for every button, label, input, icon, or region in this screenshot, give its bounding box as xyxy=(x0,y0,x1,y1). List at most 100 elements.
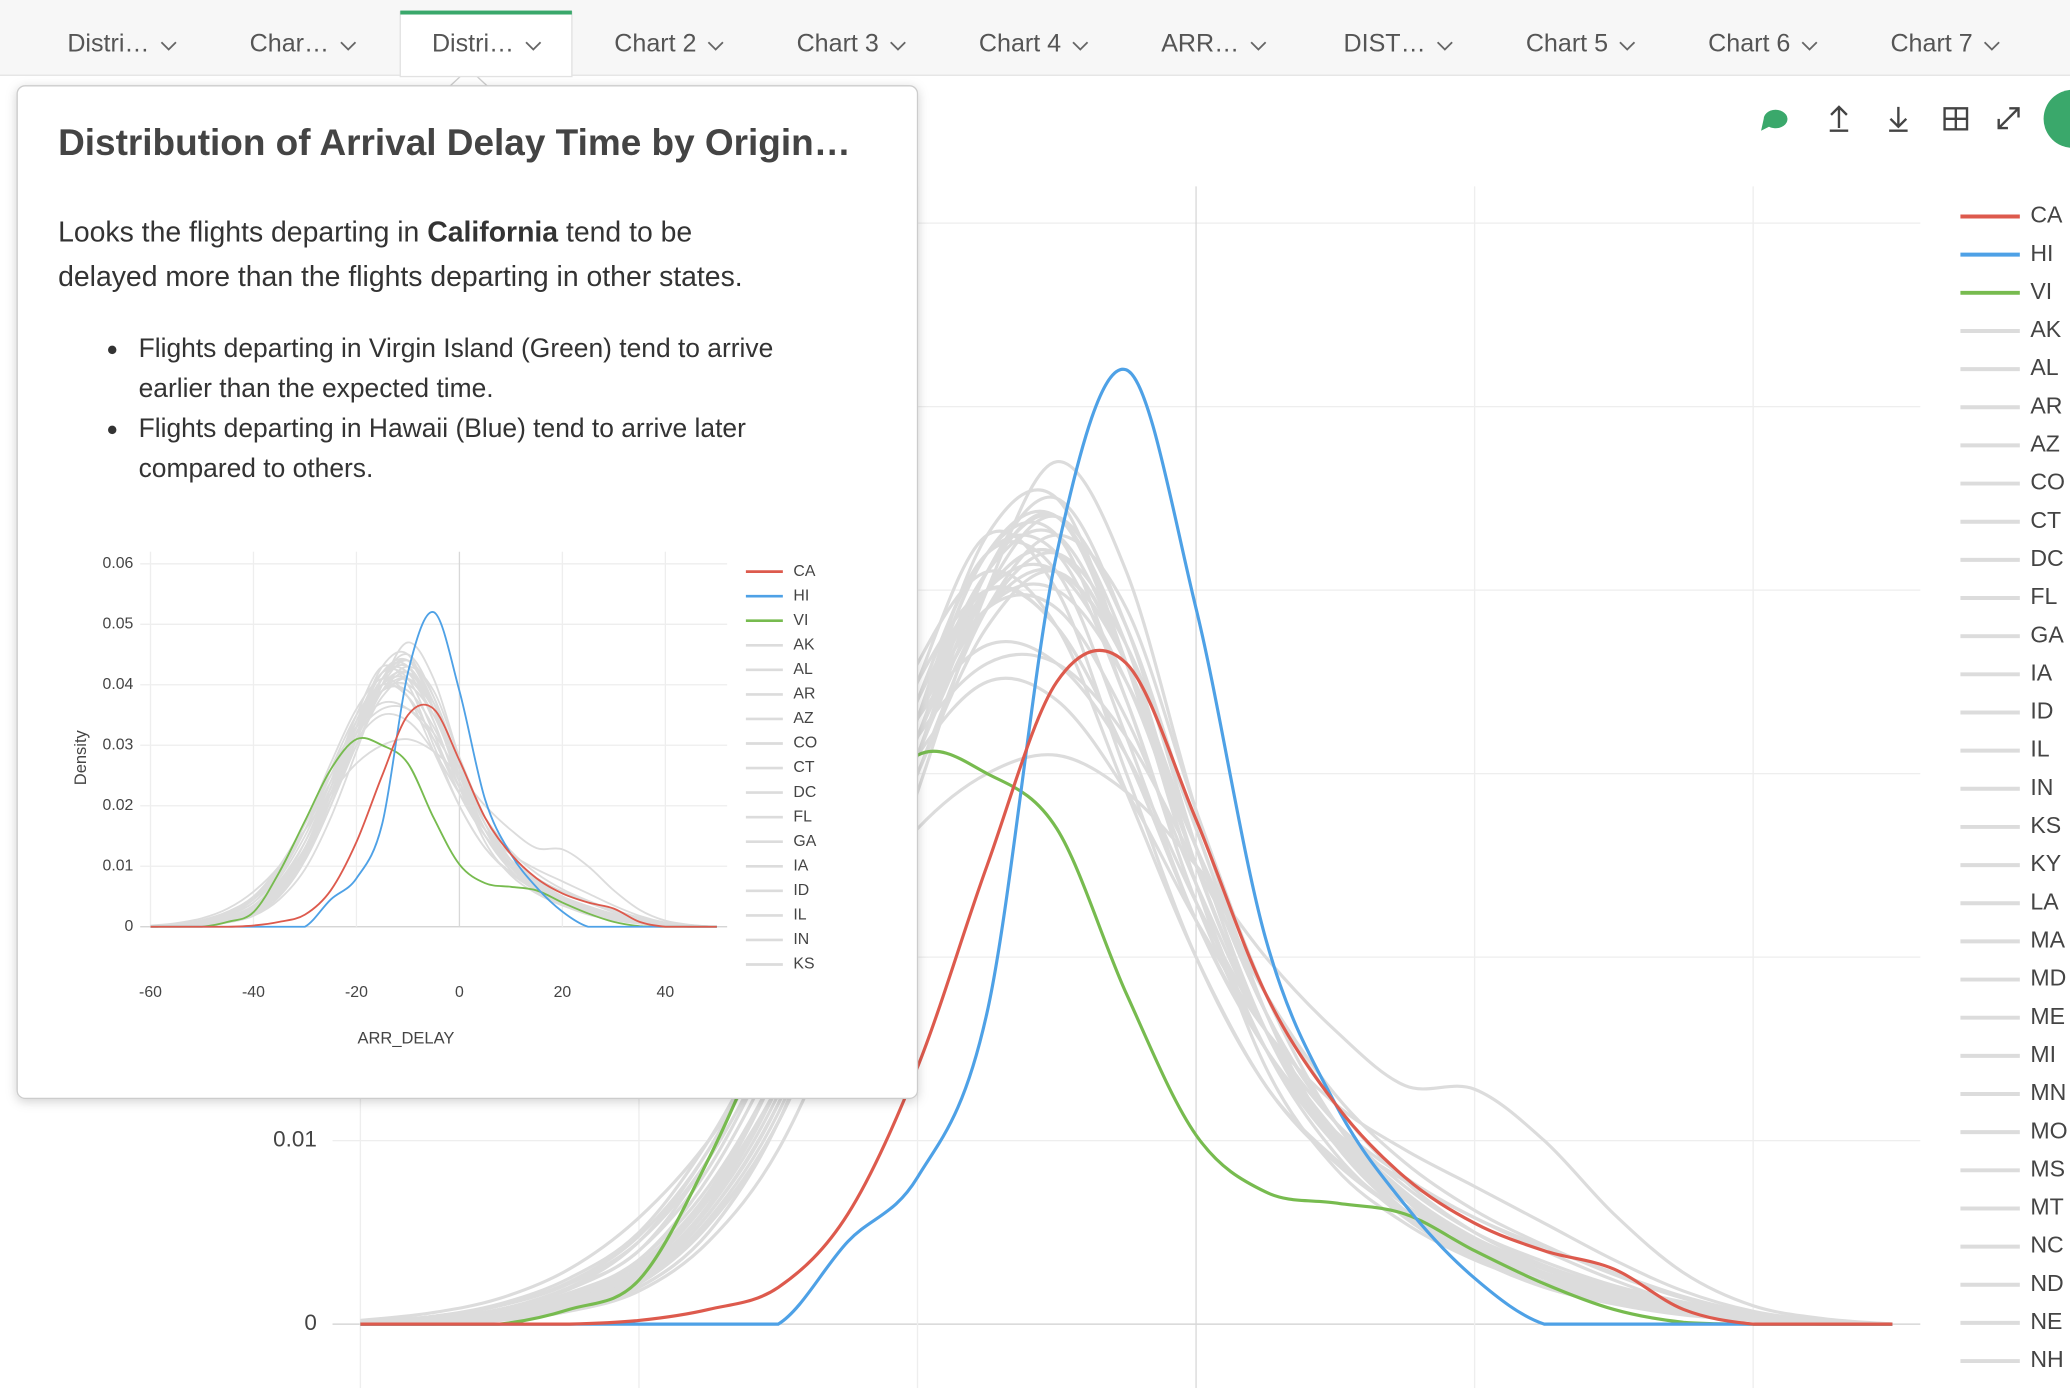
series-line xyxy=(150,712,717,928)
tab-label[interactable]: Char… xyxy=(250,30,329,58)
legend-label[interactable]: CA xyxy=(2030,202,2063,228)
table-icon[interactable] xyxy=(1943,107,1969,131)
legend-label[interactable]: IA xyxy=(793,857,808,874)
legend-label[interactable]: IL xyxy=(793,907,806,924)
legend-label[interactable]: AL xyxy=(793,661,813,678)
y-tick-label: 0.03 xyxy=(103,736,134,753)
legend-label[interactable]: CA xyxy=(793,563,815,580)
expand-icon[interactable] xyxy=(1997,107,2020,130)
legend-label[interactable]: ID xyxy=(2030,698,2053,724)
legend-label[interactable]: AZ xyxy=(793,710,814,727)
tab-label[interactable]: DIST… xyxy=(1344,30,1426,58)
y-tick-label: 0.05 xyxy=(103,615,134,632)
legend-label[interactable]: CO xyxy=(793,735,817,752)
tab-label[interactable]: Chart 6 xyxy=(1708,30,1790,58)
active-tab xyxy=(399,11,573,78)
legend-label[interactable]: FL xyxy=(2030,583,2057,609)
legend-label[interactable]: AZ xyxy=(2030,431,2060,457)
legend-label[interactable]: MD xyxy=(2030,965,2066,991)
popover-arrow-cover xyxy=(448,87,489,92)
legend-label[interactable]: AK xyxy=(2030,316,2061,342)
tab-label[interactable]: Chart 2 xyxy=(614,30,696,58)
legend-label[interactable]: AR xyxy=(2030,392,2062,418)
legend-label[interactable]: MI xyxy=(2030,1041,2056,1067)
legend-label[interactable]: CT xyxy=(2030,507,2061,533)
legend-label[interactable]: ID xyxy=(793,882,809,899)
tab-bar-bg xyxy=(0,0,2070,76)
legend-label[interactable]: DC xyxy=(793,784,816,801)
series-line xyxy=(360,676,1893,1326)
legend-label[interactable]: IN xyxy=(793,931,809,948)
legend-label[interactable]: MN xyxy=(2030,1079,2066,1105)
legend-label[interactable]: MS xyxy=(2030,1155,2065,1181)
legend-label[interactable]: NE xyxy=(2030,1308,2062,1334)
legend-label[interactable]: GA xyxy=(793,833,816,850)
tab-chevron[interactable] xyxy=(1072,41,1089,51)
comment-icon[interactable] xyxy=(1761,109,1788,131)
legend-label[interactable]: AK xyxy=(793,636,815,653)
bullet-text: Flights departing in Hawaii (Blue) tend … xyxy=(139,413,746,443)
legend-label[interactable]: CT xyxy=(793,759,814,776)
series-line xyxy=(150,661,717,928)
legend-label[interactable]: VI xyxy=(2030,278,2052,304)
popover-paragraph: delayed more than the flights departing … xyxy=(58,260,743,292)
tab-chevron[interactable] xyxy=(525,41,542,51)
tab-chevron[interactable] xyxy=(1801,41,1818,51)
legend-label[interactable]: ND xyxy=(2030,1270,2063,1296)
legend-label[interactable]: IN xyxy=(2030,774,2053,800)
tab-chevron[interactable] xyxy=(1250,41,1267,51)
legend-label[interactable]: IL xyxy=(2030,736,2049,762)
tab-chevron[interactable] xyxy=(160,41,177,51)
x-tick-label: 0 xyxy=(455,984,464,1001)
x-tick-label: 20 xyxy=(554,984,572,1001)
tab-label[interactable]: Chart 3 xyxy=(797,30,879,58)
legend-label[interactable]: LA xyxy=(2030,888,2059,914)
legend-label[interactable]: FL xyxy=(793,808,812,825)
legend-label[interactable]: AL xyxy=(2030,354,2058,380)
tab-label[interactable]: Distri… xyxy=(432,30,514,58)
series-line xyxy=(150,611,717,928)
legend-label[interactable]: MO xyxy=(2030,1117,2067,1143)
legend-label[interactable]: MA xyxy=(2030,927,2065,953)
bullet-text: Flights departing in Virgin Island (Gree… xyxy=(139,333,774,363)
legend-label[interactable]: AR xyxy=(793,686,815,703)
avatar[interactable] xyxy=(2043,89,2070,148)
text-segment: Looks the flights departing in xyxy=(58,216,427,248)
tab-label[interactable]: ARR… xyxy=(1161,30,1239,58)
popover: Distribution of Arrival Delay Time by Or… xyxy=(16,67,919,1100)
active-tab-marker xyxy=(400,10,572,15)
bullet-text: earlier than the expected time. xyxy=(139,373,494,403)
export-icon[interactable] xyxy=(1829,105,1849,132)
legend-label[interactable]: MT xyxy=(2030,1194,2063,1220)
legend-label[interactable]: GA xyxy=(2030,621,2064,647)
tab-label[interactable]: Chart 5 xyxy=(1526,30,1608,58)
legend-label[interactable]: IA xyxy=(2030,659,2052,685)
y-tick-label: 0 xyxy=(125,918,134,935)
bullet-text: compared to others. xyxy=(139,453,374,483)
x-axis-title: ARR_DELAY xyxy=(357,1029,454,1047)
legend-label[interactable]: CO xyxy=(2030,469,2065,495)
tab-chevron[interactable] xyxy=(707,41,724,51)
legend-label[interactable]: KS xyxy=(2030,812,2061,838)
legend-label[interactable]: DC xyxy=(2030,545,2063,571)
legend-label[interactable]: KY xyxy=(2030,850,2061,876)
legend-label[interactable]: VI xyxy=(793,612,808,629)
tab-chevron[interactable] xyxy=(1436,41,1453,51)
tab-label[interactable]: Chart 4 xyxy=(979,30,1061,58)
legend-label[interactable]: NH xyxy=(2030,1346,2063,1372)
inset-chart: 0 0.01 0.02 0.03 0.04 0.05 0.06 -60 -40 -20 0 20 40 A… xyxy=(72,551,817,1047)
tab-chevron[interactable] xyxy=(340,41,357,51)
legend-label[interactable]: KS xyxy=(793,956,814,973)
tab-label[interactable]: Chart 7 xyxy=(1890,30,1972,58)
tab-chevron[interactable] xyxy=(890,41,906,51)
download-icon[interactable] xyxy=(1889,106,1908,132)
legend-label[interactable]: ME xyxy=(2030,1003,2065,1029)
legend-label[interactable]: HI xyxy=(793,587,809,604)
tab-label[interactable]: Distri… xyxy=(67,30,149,58)
tab-chevron[interactable] xyxy=(1983,41,2000,51)
legend-label[interactable]: NC xyxy=(2030,1232,2063,1258)
legend-label[interactable]: HI xyxy=(2030,240,2053,266)
x-tick-label: -60 xyxy=(139,984,162,1001)
tab-chevron[interactable] xyxy=(1619,41,1636,51)
